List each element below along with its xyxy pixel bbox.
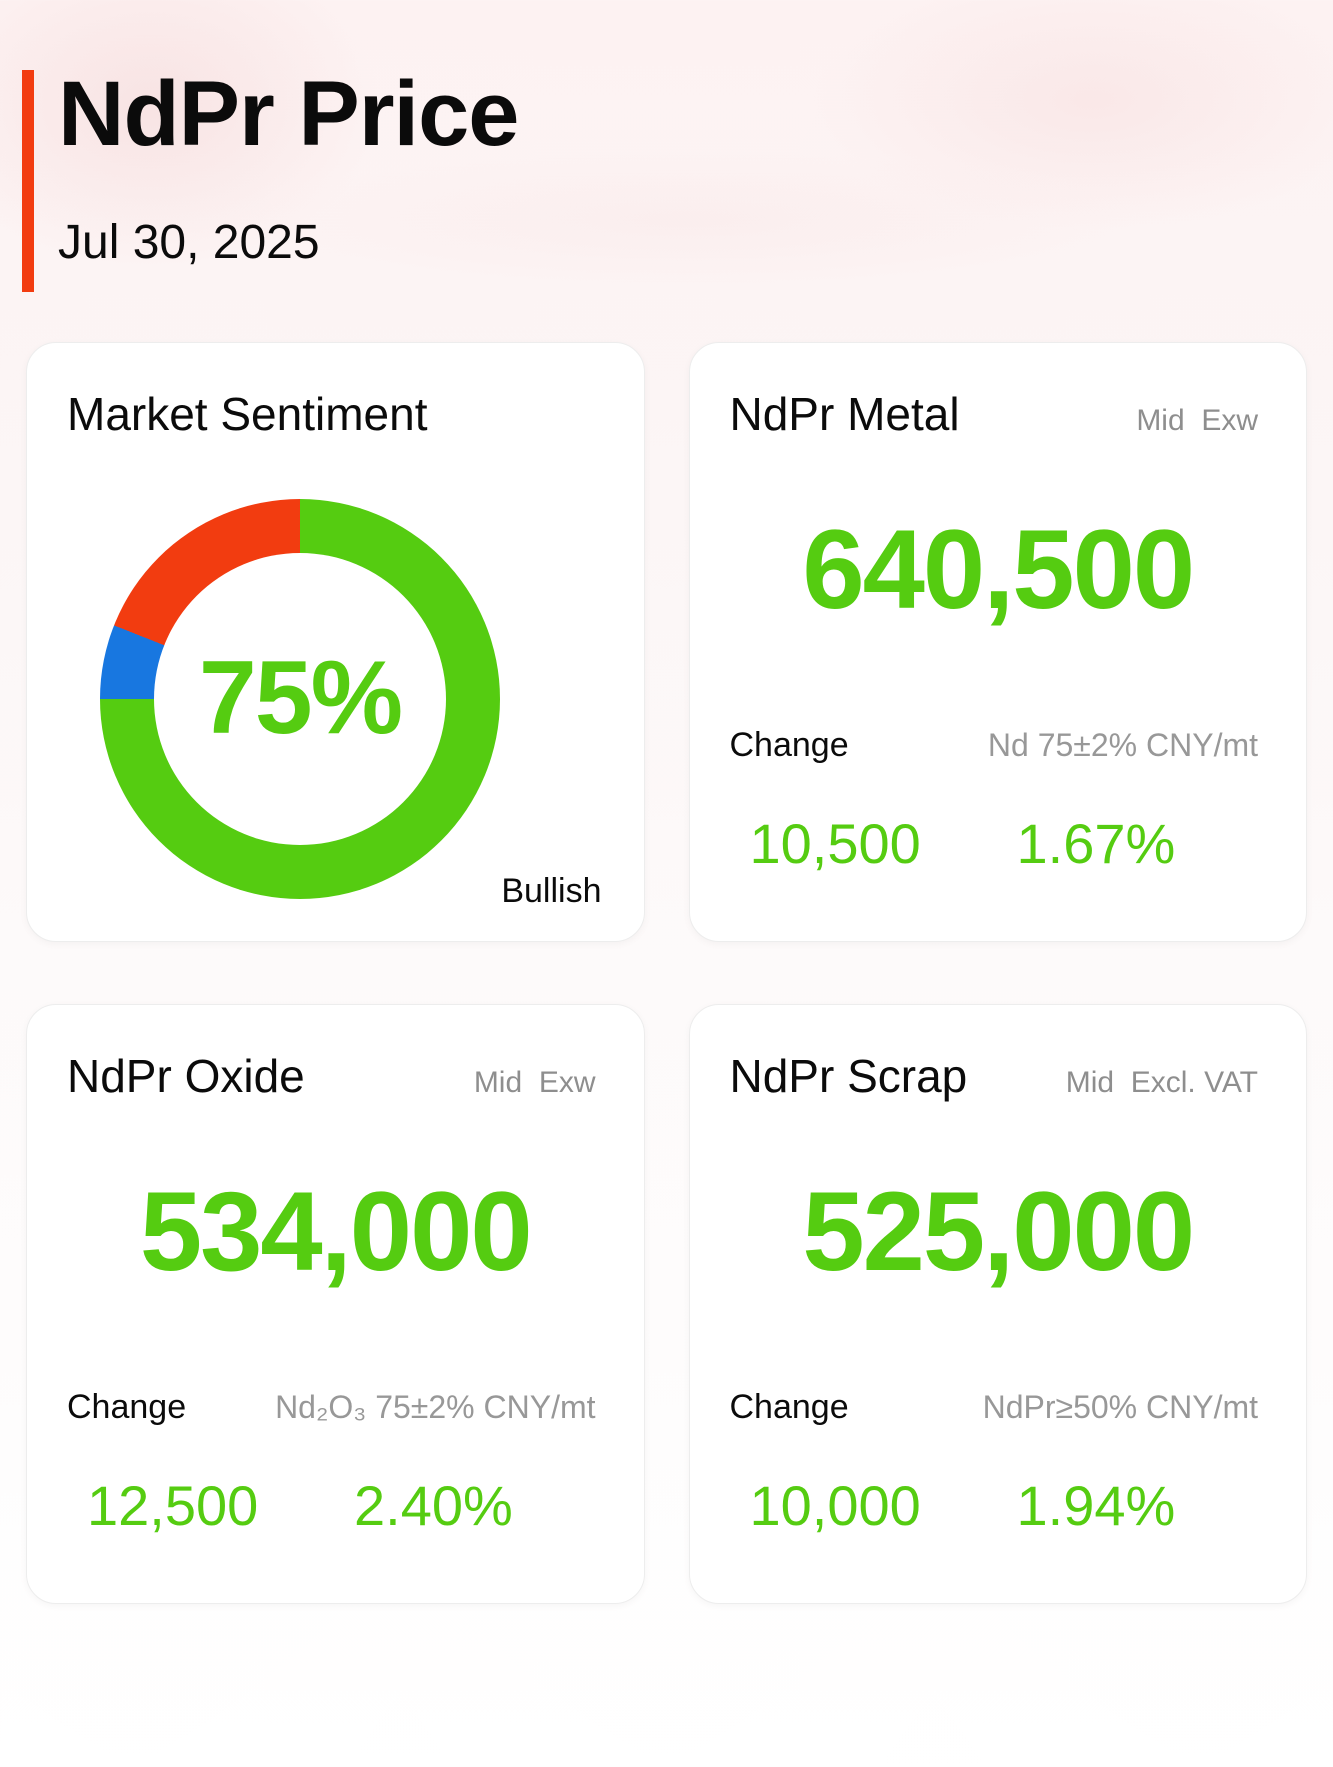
sentiment-card-head: Market Sentiment: [67, 387, 604, 441]
change-row: Change Nd₂O₃ 75±2% CNY/mt: [67, 1388, 604, 1427]
change-value: 12,500: [87, 1473, 259, 1537]
change-row: Change Nd 75±2% CNY/mt: [730, 726, 1267, 765]
card-ndpr-oxide: NdPr Oxide Mid Exw 534,000 Change Nd₂O₃ …: [26, 1003, 645, 1604]
card-head: NdPr Scrap Mid Excl. VAT: [730, 1049, 1267, 1103]
change-value: 10,000: [749, 1473, 921, 1537]
change-label: Change: [729, 1387, 849, 1426]
card-tag: Mid Excl. VAT: [1065, 1065, 1258, 1099]
change-label: Change: [67, 1387, 187, 1426]
change-percent: 1.94%: [1016, 1473, 1176, 1537]
change-spec: Nd 75±2% CNY/mt: [987, 726, 1258, 763]
sentiment-title: Market Sentiment: [67, 387, 428, 440]
change-spec: NdPr≥50% CNY/mt: [982, 1388, 1258, 1425]
sentiment-status-label: Bullish: [501, 871, 602, 910]
card-market-sentiment: Market Sentiment 75% Bullish: [26, 341, 645, 942]
card-value: 640,500: [802, 506, 1195, 632]
accent-bar: [22, 70, 34, 292]
card-tag: Mid Exw: [1136, 403, 1258, 437]
change-spec: Nd₂O₃ 75±2% CNY/mt: [275, 1388, 596, 1425]
values-row: 12,500 2.40%: [67, 1473, 604, 1538]
page-title: NdPr Price: [58, 63, 519, 165]
page-date: Jul 30, 2025: [58, 215, 320, 269]
sentiment-center-label: 75%: [198, 640, 403, 757]
values-row: 10,000 1.94%: [730, 1473, 1267, 1538]
change-label: Change: [729, 725, 849, 764]
cards-grid: Market Sentiment 75% Bullish NdPr Metal …: [0, 341, 1333, 1604]
values-row: 10,500 1.67%: [730, 811, 1267, 876]
sentiment-donut-wrap: 75%: [100, 498, 500, 899]
page-header: NdPr Price Jul 30, 2025: [0, 0, 1333, 292]
change-percent: 1.67%: [1016, 811, 1176, 875]
card-head: NdPr Oxide Mid Exw: [67, 1049, 604, 1103]
card-tag: Mid Exw: [473, 1065, 596, 1099]
card-title: NdPr Metal: [729, 387, 960, 440]
card-value: 525,000: [802, 1168, 1195, 1294]
card-ndpr-scrap: NdPr Scrap Mid Excl. VAT 525,000 Change …: [688, 1003, 1307, 1604]
change-row: Change NdPr≥50% CNY/mt: [730, 1388, 1267, 1427]
change-value: 10,500: [749, 811, 921, 875]
card-title: NdPr Scrap: [729, 1049, 968, 1102]
card-title: NdPr Oxide: [67, 1049, 305, 1102]
sentiment-donut: [100, 498, 500, 899]
card-ndpr-metal: NdPr Metal Mid Exw 640,500 Change Nd 75±…: [688, 341, 1307, 942]
change-percent: 2.40%: [354, 1473, 513, 1537]
card-value: 534,000: [139, 1168, 533, 1294]
card-head: NdPr Metal Mid Exw: [730, 387, 1267, 441]
